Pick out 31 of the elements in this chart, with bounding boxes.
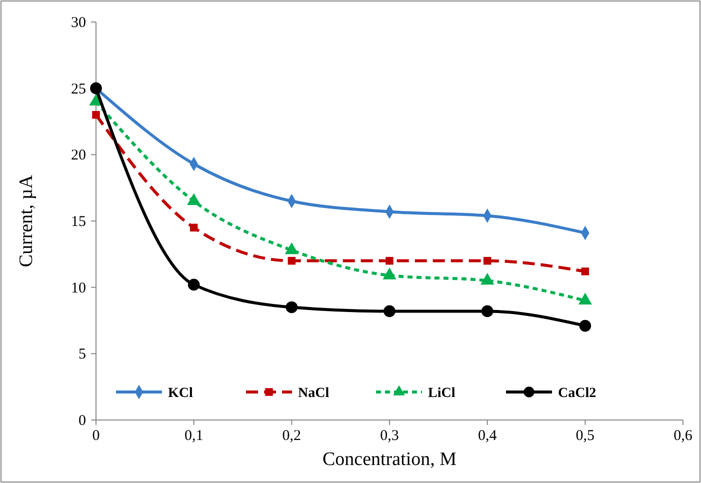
x-tick-label: 0,1: [184, 428, 204, 444]
point: [188, 278, 200, 291]
point: [288, 256, 296, 265]
x-tick-label: 0,6: [674, 428, 693, 444]
y-tick-label: 5: [78, 346, 86, 363]
point: [579, 320, 592, 332]
y-tick-label: 30: [71, 15, 86, 31]
legend-label: LiCl: [428, 386, 456, 401]
x-axis-title: Concentration, M: [322, 449, 457, 470]
legend-label: NaCl: [298, 386, 330, 401]
x-tick-label: 0,2: [282, 428, 302, 444]
y-axis-title: Current, µA: [16, 174, 37, 268]
y-tick-label: 15: [71, 214, 86, 230]
y-tick-label: 25: [71, 81, 86, 98]
legend-label: KCl: [168, 386, 193, 401]
x-tick-label: 0: [92, 428, 100, 444]
point: [581, 268, 590, 276]
point: [286, 301, 298, 314]
point: [190, 224, 198, 232]
point: [481, 305, 494, 318]
legend-label: CaCl2: [558, 386, 596, 401]
y-tick-label: 20: [71, 148, 86, 164]
y-tick-label: 0: [78, 413, 86, 429]
x-tick-label: 0,3: [380, 428, 399, 444]
point: [384, 305, 396, 318]
x-tick-label: 0,5: [576, 428, 595, 444]
x-tick-label: 0,4: [478, 428, 498, 444]
point: [483, 256, 492, 265]
point: [92, 110, 100, 119]
point: [386, 256, 394, 265]
y-tick-label: 10: [71, 280, 86, 296]
